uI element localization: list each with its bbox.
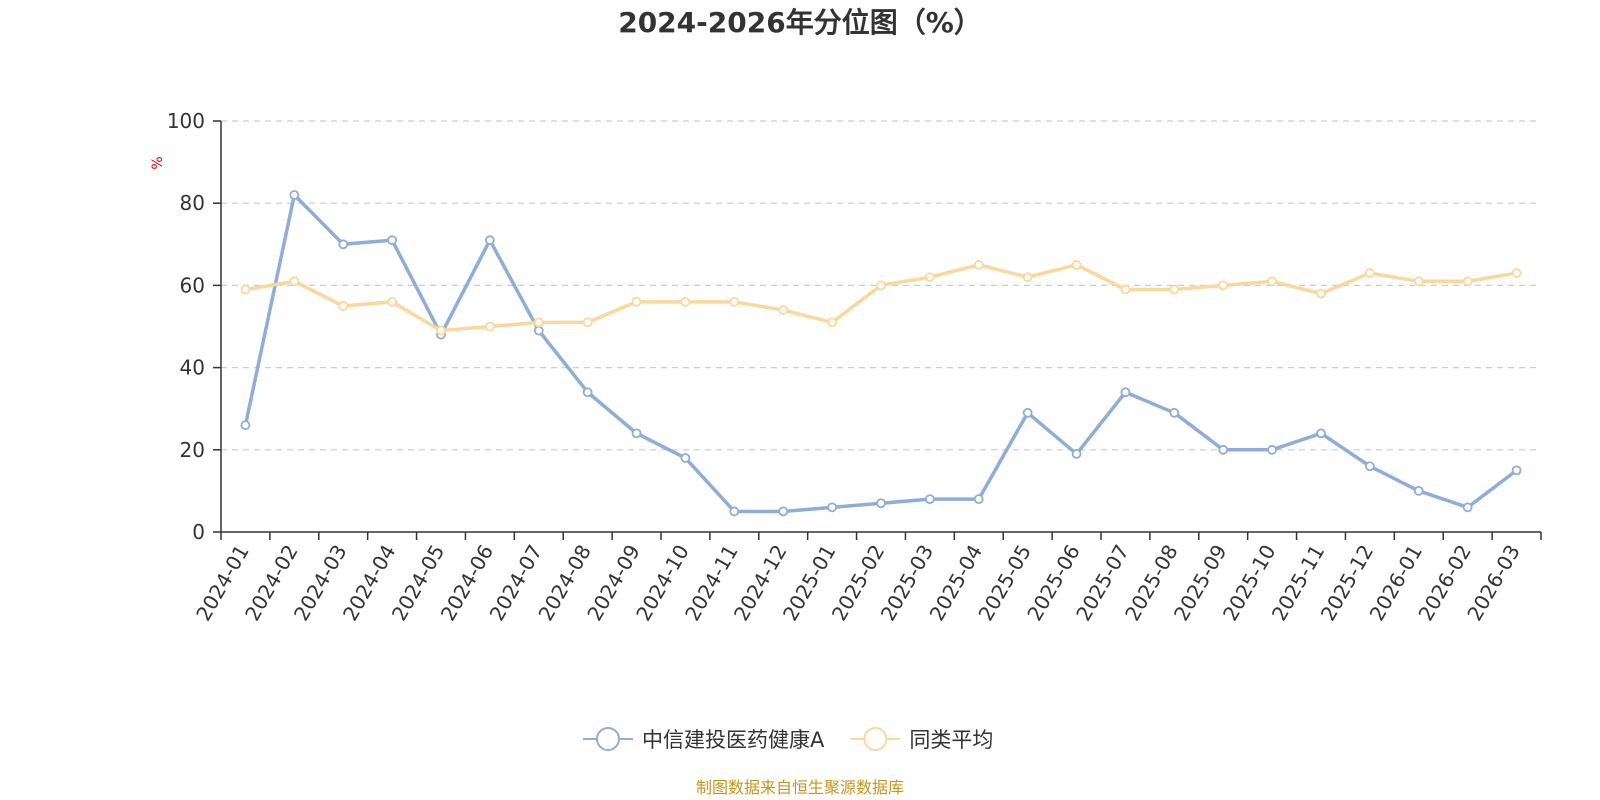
y-axis-unit: % [150,156,166,169]
data-point-2-2026-01[interactable] [1413,276,1424,287]
series-1 [240,190,1522,517]
legend-item-2[interactable]: 同类平均 [850,727,993,752]
data-point-1-2025-12[interactable] [1364,461,1375,472]
data-point-2-2024-02[interactable] [289,276,300,287]
source-note: 制图数据来自恒生聚源数据库 [696,778,904,797]
y-tick-label-0: 0 [192,520,205,544]
data-point-1-2025-10[interactable] [1267,444,1278,455]
data-point-1-2024-03[interactable] [338,239,349,250]
x-axis-ticks: 2024-012024-022024-032024-042024-052024-… [191,532,1542,625]
data-point-1-2024-08[interactable] [582,387,593,398]
data-point-2-2025-09[interactable] [1218,280,1229,291]
data-point-1-2025-09[interactable] [1218,444,1229,455]
axes [220,121,1541,533]
data-point-2-2025-05[interactable] [1022,272,1033,283]
data-point-2-2024-12[interactable] [778,305,789,315]
data-point-2-2024-09[interactable] [631,296,642,307]
legend-item-1[interactable]: 中信建投医药健康A [583,727,825,752]
y-tick-label-20: 20 [180,438,205,462]
data-point-1-2025-11[interactable] [1316,428,1326,439]
series-line-1 [243,193,1518,514]
data-point-1-2025-05[interactable] [1022,407,1033,418]
data-point-2-2026-03[interactable] [1511,268,1522,278]
y-tick-label-40: 40 [180,356,205,380]
legend: 中信建投医药健康A 同类平均 [583,727,993,752]
data-point-1-2024-04[interactable] [387,235,398,246]
data-point-2-2025-06[interactable] [1071,259,1082,270]
data-point-1-2025-07[interactable] [1120,387,1131,398]
data-point-1-2024-09[interactable] [631,428,642,439]
data-point-1-2025-08[interactable] [1169,407,1180,418]
data-point-1-2025-04[interactable] [973,494,984,505]
y-tick-label-80: 80 [180,191,205,215]
data-point-1-2024-11[interactable] [729,506,740,517]
data-point-1-2026-03[interactable] [1511,465,1522,476]
data-point-1-2026-02[interactable] [1462,502,1473,513]
chart-title: 2024-2026年分位图（%） [618,6,982,39]
data-point-1-2025-01[interactable] [827,502,838,513]
data-point-1-2025-06[interactable] [1071,449,1082,459]
data-point-1-2024-02[interactable] [289,190,300,200]
series-2 [240,259,1522,336]
data-point-1-2024-12[interactable] [778,506,789,517]
y-tick-label-60: 60 [180,273,205,297]
data-point-2-2025-12[interactable] [1364,268,1375,278]
series-layer [240,190,1522,517]
data-point-1-2024-10[interactable] [680,453,691,463]
data-point-1-2024-06[interactable] [484,235,495,246]
data-point-2-2024-01[interactable] [240,284,251,295]
data-point-2-2025-10[interactable] [1267,276,1278,287]
data-point-2-2025-03[interactable] [924,272,935,283]
data-point-2-2024-06[interactable] [484,321,495,332]
data-point-1-2024-07[interactable] [533,325,544,336]
data-point-2-2024-04[interactable] [387,296,398,307]
y-axis-ticks: 0 20 40 60 80 100 [167,109,221,544]
data-point-1-2026-01[interactable] [1413,485,1424,496]
data-point-2-2024-07[interactable] [533,317,544,328]
series-line-2 [245,263,1517,333]
data-point-2-2025-11[interactable] [1316,288,1326,299]
data-point-1-2024-01[interactable] [240,420,251,431]
legend-marker-2 [863,727,888,751]
legend-marker-1 [596,727,620,751]
data-point-2-2024-11[interactable] [729,296,740,307]
legend-label-1: 中信建投医药健康A [642,728,825,752]
legend-label-2: 同类平均 [909,728,993,752]
data-point-2-2026-02[interactable] [1462,276,1473,287]
data-point-2-2024-08[interactable] [582,317,593,328]
data-point-1-2025-02[interactable] [876,498,886,509]
data-point-2-2025-08[interactable] [1169,284,1180,295]
data-point-2-2024-03[interactable] [338,301,349,311]
data-point-1-2025-03[interactable] [924,494,935,505]
y-tick-label-100: 100 [167,109,205,133]
data-point-2-2024-05[interactable] [436,325,446,336]
data-point-2-2025-07[interactable] [1120,284,1131,295]
data-point-2-2025-02[interactable] [876,280,886,291]
data-point-2-2025-01[interactable] [827,317,838,328]
data-point-2-2025-04[interactable] [973,259,984,270]
data-point-2-2024-10[interactable] [680,296,691,307]
